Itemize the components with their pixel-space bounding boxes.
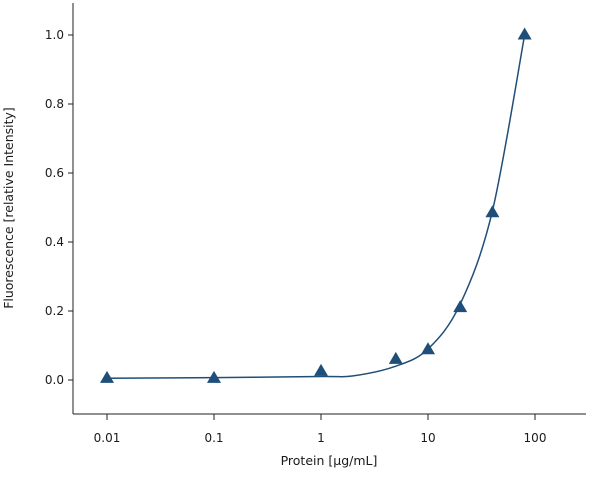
fit-curve — [106, 34, 526, 380]
data-point-triangle — [314, 363, 328, 376]
data-point-triangle — [485, 205, 500, 218]
x-tick-label: 1 — [317, 431, 325, 445]
y-tick-label: 0.8 — [45, 97, 64, 111]
y-tick-label: 0.6 — [45, 166, 64, 180]
data-point-triangle — [421, 342, 435, 355]
x-ticks: 0.01 0.1 1 10 100 — [94, 414, 547, 445]
x-tick-label: 0.01 — [94, 431, 121, 445]
axes — [72, 3, 586, 415]
data-markers — [100, 27, 532, 383]
data-point-triangle — [388, 351, 403, 364]
y-tick-label: 0.2 — [45, 304, 64, 318]
x-tick-label: 100 — [524, 431, 547, 445]
y-tick-label: 1.0 — [45, 28, 64, 42]
x-tick-label: 10 — [420, 431, 435, 445]
data-point-triangle — [207, 370, 221, 383]
data-point-triangle — [517, 27, 532, 40]
y-tick-label: 0.0 — [45, 373, 64, 387]
x-tick-label: 0.1 — [204, 431, 223, 445]
data-point-triangle — [100, 370, 114, 383]
y-axis-label: Fluorescence [relative Intensity] — [1, 107, 16, 309]
y-ticks: 0.0 0.2 0.4 0.6 0.8 1.0 — [45, 28, 73, 387]
y-tick-label: 0.4 — [45, 235, 64, 249]
x-axis-label: Protein [µg/mL] — [281, 453, 378, 468]
data-point-triangle — [453, 300, 468, 313]
